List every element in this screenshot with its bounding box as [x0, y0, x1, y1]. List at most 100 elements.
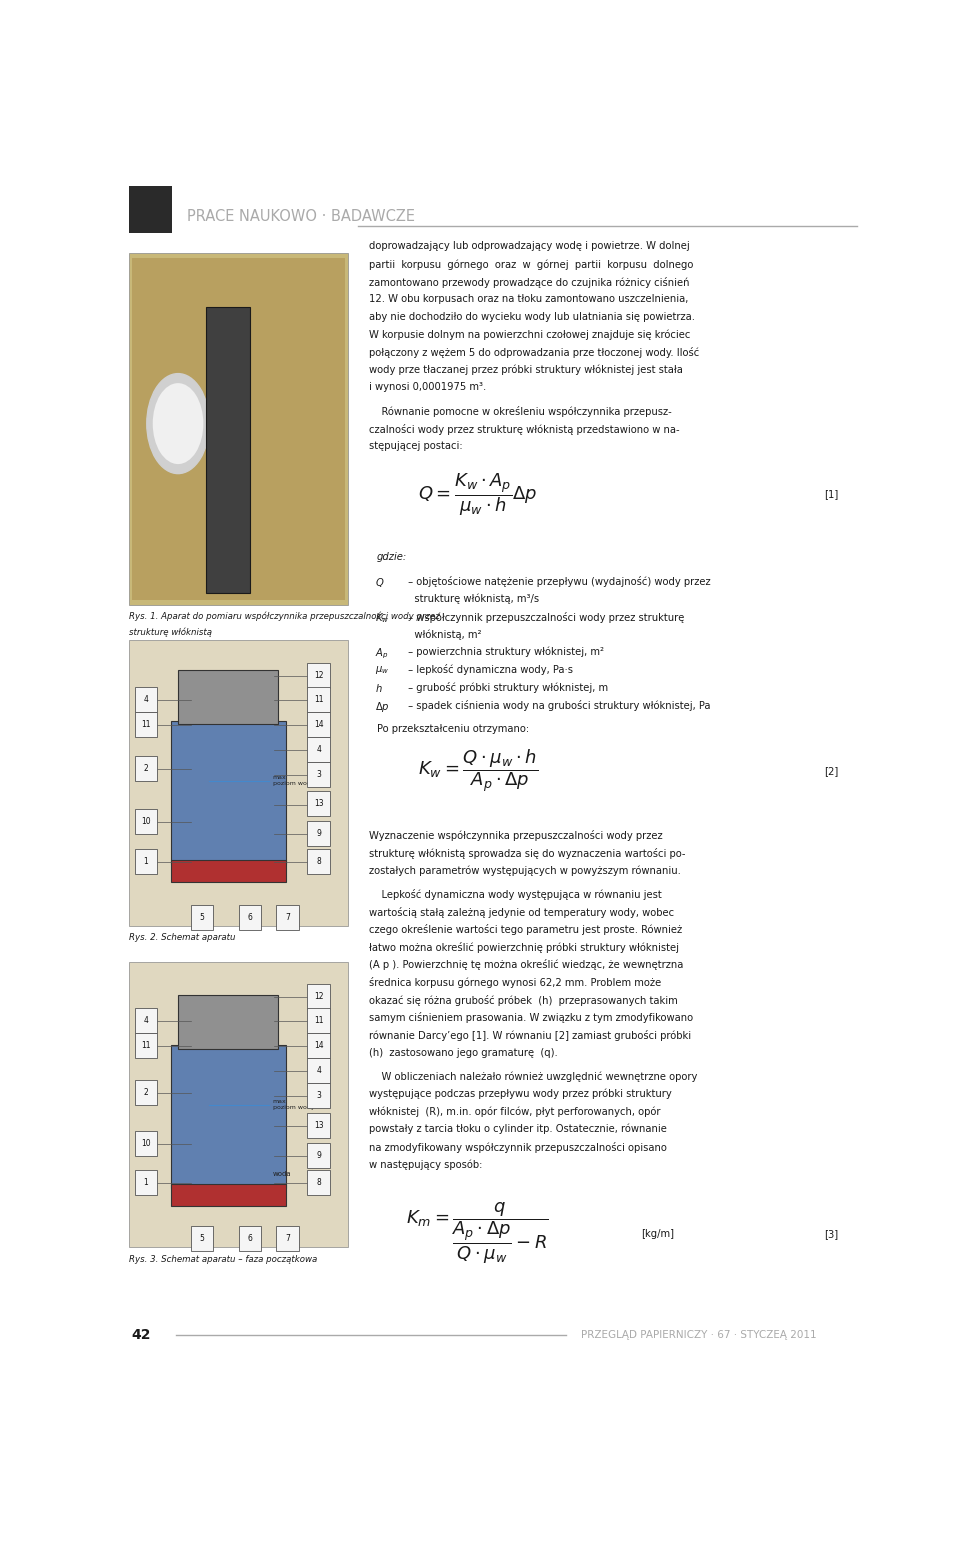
FancyBboxPatch shape [129, 640, 348, 926]
FancyBboxPatch shape [307, 821, 330, 846]
Text: Wyznaczenie współczynnika przepuszczalności wody przez: Wyznaczenie współczynnika przepuszczalno… [370, 830, 662, 841]
Text: stępującej postaci:: stępującej postaci: [370, 441, 463, 451]
Text: $\Delta p$: $\Delta p$ [375, 700, 390, 714]
FancyBboxPatch shape [134, 756, 157, 781]
Text: – współczynnik przepuszczalności wody przez strukturę: – współczynnik przepuszczalności wody pr… [405, 612, 684, 623]
FancyBboxPatch shape [205, 308, 251, 592]
Text: równanie Darcy’ego [1]. W równaniu [2] zamiast grubości próbki: równanie Darcy’ego [1]. W równaniu [2] z… [370, 1030, 691, 1040]
Text: 8: 8 [316, 856, 321, 866]
Text: 4: 4 [316, 1067, 321, 1074]
FancyBboxPatch shape [276, 1226, 299, 1251]
Text: Rys. 1. Aparat do pomiaru współczynnika przepuszczalności wody przez: Rys. 1. Aparat do pomiaru współczynnika … [129, 612, 440, 621]
Text: 1: 1 [144, 856, 149, 866]
FancyBboxPatch shape [307, 711, 330, 737]
Text: 12: 12 [314, 993, 324, 1002]
Text: – objętościowe natężenie przepływu (wydajność) wody przez: – objętościowe natężenie przepływu (wyda… [405, 577, 710, 587]
FancyBboxPatch shape [134, 1079, 157, 1104]
FancyBboxPatch shape [134, 1008, 157, 1033]
Text: $A_p$: $A_p$ [375, 646, 389, 662]
Text: czego określenie wartości tego parametru jest proste. Również: czego określenie wartości tego parametru… [370, 925, 683, 935]
Text: występujące podczas przepływu wody przez próbki struktury: występujące podczas przepływu wody przez… [370, 1088, 672, 1099]
Text: 6: 6 [248, 1234, 252, 1243]
Text: włóknistą, m²: włóknistą, m² [405, 629, 482, 640]
Text: – grubość próbki struktury włóknistej, m: – grubość próbki struktury włóknistej, m [405, 682, 608, 693]
FancyBboxPatch shape [134, 1170, 157, 1195]
Text: W obliczeniach należało również uwzględnić wewnętrzne opory: W obliczeniach należało również uwzględn… [370, 1071, 698, 1082]
FancyBboxPatch shape [307, 1008, 330, 1033]
Text: 1: 1 [144, 1178, 149, 1187]
Text: $\mu_w$: $\mu_w$ [375, 665, 390, 677]
Text: zostałych parametrów występujących w powyższym równaniu.: zostałych parametrów występujących w pow… [370, 866, 681, 877]
Text: strukturę włóknistą: strukturę włóknistą [129, 628, 212, 637]
Text: połączony z wężem 5 do odprowadzania prze tłoczonej wody. Ilość: połączony z wężem 5 do odprowadzania prz… [370, 348, 700, 359]
Text: Lepkość dynamiczna wody występująca w równaniu jest: Lepkość dynamiczna wody występująca w ró… [370, 889, 662, 900]
Text: 14: 14 [314, 1040, 324, 1050]
Text: woda: woda [273, 1170, 291, 1177]
Text: $h$: $h$ [375, 682, 383, 694]
FancyBboxPatch shape [307, 663, 330, 688]
Text: 9: 9 [316, 1150, 321, 1160]
Text: 11: 11 [141, 1040, 151, 1050]
Text: $K_m = \dfrac{q}{\dfrac{A_p \cdot \Delta p}{Q \cdot \mu_w} - R}$: $K_m = \dfrac{q}{\dfrac{A_p \cdot \Delta… [406, 1201, 549, 1266]
FancyBboxPatch shape [134, 1033, 157, 1057]
Text: $K_w = \dfrac{Q \cdot \mu_w \cdot h}{A_p \cdot \Delta p}$: $K_w = \dfrac{Q \cdot \mu_w \cdot h}{A_p… [418, 747, 538, 795]
Text: zamontowano przewody prowadzące do czujnika różnicy ciśnień: zamontowano przewody prowadzące do czujn… [370, 277, 689, 288]
Text: 2: 2 [144, 764, 149, 773]
FancyBboxPatch shape [134, 686, 157, 711]
FancyBboxPatch shape [307, 1084, 330, 1108]
Text: W korpusie dolnym na powierzchni czołowej znajduje się króciec: W korpusie dolnym na powierzchni czołowe… [370, 329, 690, 340]
FancyBboxPatch shape [307, 1170, 330, 1195]
Text: 4: 4 [144, 694, 149, 703]
FancyBboxPatch shape [134, 849, 157, 873]
FancyBboxPatch shape [134, 711, 157, 737]
Text: – lepkość dynamiczna wody, Pa·s: – lepkość dynamiczna wody, Pa·s [405, 665, 573, 676]
Text: 42: 42 [132, 1328, 151, 1342]
Text: partii  korpusu  górnego  oraz  w  górnej  partii  korpusu  dolnego: partii korpusu górnego oraz w górnej par… [370, 260, 694, 269]
Text: 13: 13 [314, 1121, 324, 1130]
FancyBboxPatch shape [171, 1045, 286, 1187]
Text: [2]: [2] [824, 765, 838, 776]
FancyBboxPatch shape [307, 737, 330, 762]
FancyBboxPatch shape [134, 809, 157, 835]
FancyBboxPatch shape [191, 1226, 213, 1251]
FancyBboxPatch shape [129, 186, 172, 233]
FancyBboxPatch shape [134, 1130, 157, 1156]
Text: 14: 14 [314, 720, 324, 728]
Text: $Q$: $Q$ [375, 577, 385, 589]
Text: $Q = \dfrac{K_w \cdot A_p}{\mu_w \cdot h} \Delta p$: $Q = \dfrac{K_w \cdot A_p}{\mu_w \cdot h… [418, 472, 538, 518]
FancyBboxPatch shape [307, 792, 330, 816]
FancyBboxPatch shape [171, 861, 286, 881]
Text: 12. W obu korpusach oraz na tłoku zamontowano uszczelnienia,: 12. W obu korpusach oraz na tłoku zamont… [370, 294, 688, 305]
Text: doprowadzający lub odprowadzający wodę i powietrze. W dolnej: doprowadzający lub odprowadzający wodę i… [370, 241, 690, 252]
Text: – spadek ciśnienia wody na grubości struktury włóknistej, Pa: – spadek ciśnienia wody na grubości stru… [405, 700, 710, 711]
Text: PRZEGLĄD PAPIERNICZY · 67 · STYCZEĄ 2011: PRZEGLĄD PAPIERNICZY · 67 · STYCZEĄ 2011 [581, 1331, 817, 1340]
Text: 13: 13 [314, 799, 324, 809]
Text: $K_w$: $K_w$ [375, 612, 390, 626]
Text: 11: 11 [314, 1016, 324, 1025]
FancyBboxPatch shape [178, 669, 278, 724]
FancyBboxPatch shape [307, 1033, 330, 1057]
Text: Równanie pomocne w określeniu współczynnika przepusz-: Równanie pomocne w określeniu współczynn… [370, 407, 672, 417]
FancyBboxPatch shape [239, 1226, 261, 1251]
Text: średnica korpusu górnego wynosi 62,2 mm. Problem może: średnica korpusu górnego wynosi 62,2 mm.… [370, 977, 661, 988]
Text: [1]: [1] [824, 490, 838, 499]
Text: 9: 9 [316, 829, 321, 838]
Text: (A p ). Powierzchnię tę można określić wiedząc, że wewnętrzna: (A p ). Powierzchnię tę można określić w… [370, 960, 684, 971]
FancyBboxPatch shape [307, 1142, 330, 1167]
FancyBboxPatch shape [129, 962, 348, 1248]
Text: max
poziom wody: max poziom wody [273, 1099, 314, 1110]
FancyBboxPatch shape [276, 904, 299, 929]
Text: Rys. 3. Schemat aparatu – faza początkowa: Rys. 3. Schemat aparatu – faza początkow… [129, 1254, 317, 1263]
FancyBboxPatch shape [239, 904, 261, 929]
Text: wartością stałą zależną jedynie od temperatury wody, wobec: wartością stałą zależną jedynie od tempe… [370, 906, 674, 918]
Text: strukturę włóknistą sprowadza się do wyznaczenia wartości po-: strukturę włóknistą sprowadza się do wyz… [370, 847, 685, 858]
Text: 5: 5 [200, 912, 204, 921]
Text: w następujący sposób:: w następujący sposób: [370, 1160, 483, 1170]
Text: 8: 8 [316, 1178, 321, 1187]
Text: max
poziom wody: max poziom wody [273, 776, 314, 785]
FancyBboxPatch shape [171, 720, 286, 864]
FancyBboxPatch shape [132, 258, 346, 600]
Text: powstały z tarcia tłoku o cylinder itp. Ostatecznie, równanie: powstały z tarcia tłoku o cylinder itp. … [370, 1124, 667, 1135]
Text: łatwo można określić powierzchnię próbki struktury włóknistej: łatwo można określić powierzchnię próbki… [370, 942, 680, 952]
Text: Rys. 2. Schemat aparatu: Rys. 2. Schemat aparatu [129, 934, 235, 942]
